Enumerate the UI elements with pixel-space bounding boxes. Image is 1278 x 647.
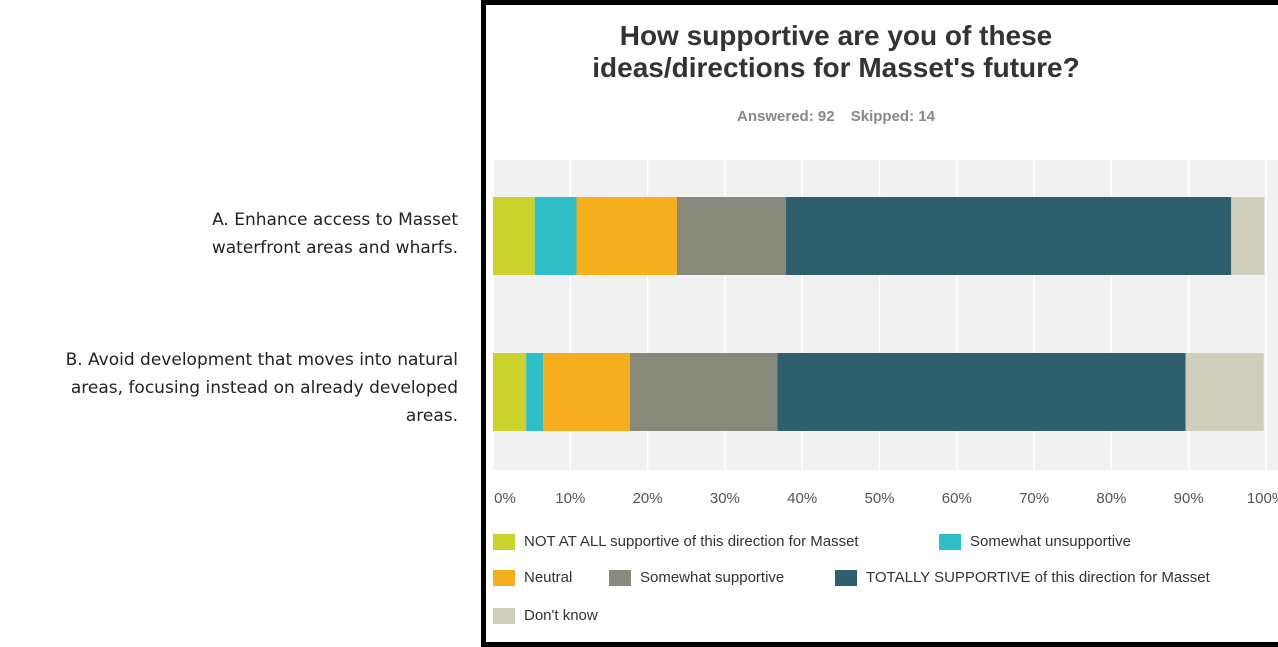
response-stats: Answered: 92 Skipped: 14: [486, 108, 1186, 125]
bar-segment[interactable]: [1185, 353, 1264, 431]
x-tick-label: 0%: [494, 490, 516, 507]
legend-item: TOTALLY SUPPORTIVE of this direction for…: [835, 569, 1210, 586]
x-tick-label: 80%: [1096, 490, 1126, 507]
chart-title: How supportive are you of these ideas/di…: [486, 20, 1186, 84]
chart-title-line-2: ideas/directions for Masset's future?: [592, 52, 1080, 83]
bar-segment[interactable]: [534, 197, 577, 275]
bar-segment[interactable]: [676, 197, 786, 275]
bar-segment[interactable]: [526, 353, 544, 431]
legend-label: Somewhat unsupportive: [970, 533, 1131, 550]
legend-label: TOTALLY SUPPORTIVE of this direction for…: [866, 569, 1210, 586]
row-label-a-line-2: waterfront areas and wharfs.: [211, 238, 458, 258]
legend-label: NOT AT ALL supportive of this direction …: [524, 533, 859, 550]
row-label-b: B. Avoid development that moves into nat…: [0, 346, 458, 430]
legend-label: Don't know: [524, 607, 598, 624]
bar-segment[interactable]: [785, 197, 1232, 275]
legend-swatch: [939, 533, 961, 550]
bar-segment[interactable]: [543, 353, 630, 431]
legend-item: Somewhat unsupportive: [939, 533, 1131, 550]
x-tick-label: 100%: [1247, 490, 1278, 507]
x-tick-label: 40%: [787, 490, 817, 507]
x-tick-label: 60%: [942, 490, 972, 507]
bar-segment[interactable]: [493, 197, 535, 275]
legend-swatch: [493, 569, 515, 586]
legend-swatch: [835, 569, 857, 586]
x-tick-label: 30%: [710, 490, 740, 507]
x-tick-label: 70%: [1019, 490, 1049, 507]
skipped-count: Skipped: 14: [850, 108, 935, 125]
legend-swatch: [493, 607, 515, 624]
x-tick-label: 50%: [864, 490, 894, 507]
legend-label: Neutral: [524, 569, 573, 586]
legend-item: Somewhat supportive: [609, 569, 784, 586]
row-label-b-line-1: B. Avoid development that moves into nat…: [65, 350, 458, 370]
legend-swatch: [493, 533, 515, 550]
row-label-a: A. Enhance access to Masset waterfront a…: [138, 206, 458, 262]
legend-item: Neutral: [493, 569, 572, 586]
legend-swatch: [609, 569, 631, 586]
legend-label: Somewhat supportive: [640, 569, 785, 586]
x-tick-label: 90%: [1174, 490, 1204, 507]
x-tick-label: 20%: [633, 490, 663, 507]
row-label-b-line-2: areas, focusing instead on already devel…: [70, 378, 458, 398]
bar-segment[interactable]: [493, 353, 527, 431]
chart-title-line-1: How supportive are you of these: [619, 20, 1053, 51]
x-tick-label: 10%: [555, 490, 585, 507]
bar-segment[interactable]: [777, 353, 1186, 431]
bar-segment[interactable]: [629, 353, 778, 431]
legend-item: Don't know: [493, 607, 598, 624]
bar-segment[interactable]: [576, 197, 677, 275]
legend-item: NOT AT ALL supportive of this direction …: [493, 533, 859, 550]
answered-count: Answered: 92: [737, 108, 835, 125]
row-label-b-line-3: areas.: [405, 406, 458, 426]
row-label-a-line-1: A. Enhance access to Masset: [212, 210, 458, 230]
bar-segment[interactable]: [1231, 197, 1265, 275]
